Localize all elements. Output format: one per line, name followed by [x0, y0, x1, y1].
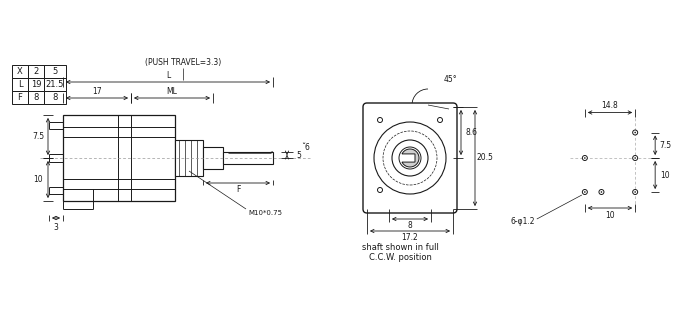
Circle shape	[582, 156, 587, 160]
Bar	[28, 78, 44, 91]
Text: M10*0.75: M10*0.75	[248, 210, 282, 216]
Text: 17: 17	[92, 87, 102, 95]
Circle shape	[633, 156, 638, 160]
Circle shape	[634, 132, 636, 133]
Text: 45°: 45°	[443, 74, 457, 83]
Circle shape	[584, 157, 586, 159]
FancyBboxPatch shape	[363, 103, 457, 213]
Bar	[12, 65, 28, 78]
Text: 3: 3	[54, 223, 58, 231]
Circle shape	[584, 191, 586, 193]
Bar	[44, 65, 66, 78]
Polygon shape	[402, 149, 419, 167]
Bar	[63, 115, 175, 201]
Text: F: F	[236, 185, 240, 195]
Text: 5: 5	[296, 151, 301, 159]
Text: 6-φ1.2: 6-φ1.2	[510, 217, 535, 227]
Text: 8: 8	[407, 222, 412, 230]
Bar	[44, 78, 66, 91]
Text: 20.5: 20.5	[477, 153, 494, 163]
Text: 10: 10	[33, 175, 43, 184]
Circle shape	[633, 190, 638, 195]
Text: F: F	[18, 93, 22, 102]
Text: L: L	[18, 80, 22, 89]
Text: 8: 8	[34, 93, 38, 102]
Text: 10: 10	[606, 210, 615, 219]
Text: ̆6: ̆6	[305, 143, 310, 152]
Circle shape	[634, 157, 636, 159]
Text: 8: 8	[52, 93, 57, 102]
Text: 7.5: 7.5	[32, 132, 44, 141]
Circle shape	[582, 190, 587, 195]
Text: L: L	[166, 70, 170, 80]
Text: 10: 10	[660, 171, 670, 179]
Text: 14.8: 14.8	[601, 101, 618, 110]
Bar	[203, 147, 223, 169]
Bar	[175, 140, 203, 176]
Text: 7.5: 7.5	[659, 141, 671, 150]
Circle shape	[377, 118, 382, 122]
Bar	[12, 91, 28, 104]
Text: 8.6: 8.6	[465, 128, 477, 137]
Text: 21.5: 21.5	[46, 80, 64, 89]
Text: 19: 19	[31, 80, 41, 89]
Circle shape	[599, 190, 604, 195]
Bar	[44, 91, 66, 104]
Text: (PUSH TRAVEL=3.3): (PUSH TRAVEL=3.3)	[145, 59, 221, 68]
Text: shaft shown in full: shaft shown in full	[362, 243, 438, 251]
Text: C.C.W. position: C.C.W. position	[369, 253, 431, 262]
Text: 2: 2	[34, 67, 38, 76]
Text: 17.2: 17.2	[402, 234, 419, 243]
Bar	[223, 152, 273, 164]
Bar	[12, 78, 28, 91]
Bar	[28, 91, 44, 104]
Text: 5: 5	[52, 67, 57, 76]
Circle shape	[601, 191, 602, 193]
Circle shape	[438, 118, 442, 122]
Text: ML: ML	[167, 87, 177, 95]
Text: X: X	[17, 67, 23, 76]
Circle shape	[633, 130, 638, 135]
Circle shape	[377, 187, 382, 192]
Bar	[28, 65, 44, 78]
Circle shape	[634, 191, 636, 193]
